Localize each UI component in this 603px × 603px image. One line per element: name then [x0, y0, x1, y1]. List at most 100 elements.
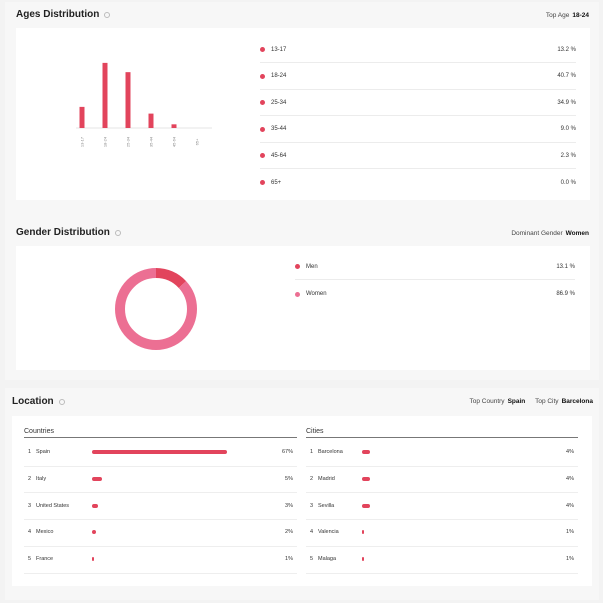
- top-city-value: Barcelona: [561, 398, 593, 405]
- age-bar-35-44[interactable]: [148, 113, 154, 128]
- age-bar-25-34[interactable]: [125, 72, 131, 128]
- location-row[interactable]: 2 Madrid 4%: [306, 467, 578, 494]
- row-name: France: [36, 556, 54, 563]
- row-percent: 1%: [566, 529, 574, 536]
- age-row: 13-17 13.2 %: [260, 37, 576, 63]
- row-bar: [362, 530, 364, 535]
- age-row-label: 18-24: [271, 73, 287, 79]
- row-rank: 3: [28, 502, 32, 509]
- info-icon[interactable]: [104, 11, 111, 18]
- gender-card: Men 13.1 % Women 86.9 %: [16, 246, 590, 370]
- legend-dot: [260, 47, 265, 52]
- ages-title-text: Ages Distribution: [16, 9, 100, 20]
- row-percent: 2%: [285, 529, 293, 536]
- row-bar: [362, 450, 370, 454]
- age-row-label: 13-17: [271, 46, 287, 53]
- top-city-label: Top City: [535, 398, 559, 405]
- ages-bar-chart: 13-17 18-24 25-34 35-44 45-64 65+: [76, 62, 212, 147]
- row-percent: 1%: [285, 556, 293, 563]
- location-row[interactable]: 2 Italy 5%: [24, 467, 297, 494]
- gender-row: Women 86.9 %: [295, 281, 575, 307]
- age-tick-label: 45-64: [172, 136, 177, 147]
- row-percent: 3%: [285, 502, 293, 509]
- age-bar-13-17[interactable]: [79, 106, 85, 128]
- age-row: 25-34 34.9 %: [260, 90, 576, 116]
- row-rank: 3: [310, 502, 314, 509]
- info-icon[interactable]: [58, 398, 65, 405]
- row-name: Mexico: [36, 529, 54, 536]
- gender-row: Men 13.1 %: [295, 254, 575, 280]
- row-bar: [362, 557, 364, 562]
- age-tick-label: 65+: [195, 138, 200, 145]
- age-row-label: 35-44: [271, 126, 287, 132]
- row-percent: 4%: [566, 475, 574, 482]
- location-row[interactable]: 4 Mexico 2%: [24, 520, 297, 547]
- gender-slice-women[interactable]: [115, 268, 197, 350]
- age-tick-label: 25-34: [126, 136, 131, 147]
- countries-heading: Countries: [24, 428, 297, 438]
- location-card: Countries Cities 1 Spain 67% 2 Italy 5% 3 Unite…: [12, 416, 592, 586]
- location-row[interactable]: 5 Malaga 1%: [306, 547, 578, 574]
- row-rank: 5: [310, 556, 314, 563]
- age-tick-label: 18-24: [103, 136, 108, 147]
- location-row[interactable]: 1 Spain 67%: [24, 440, 297, 467]
- legend-dot: [260, 126, 265, 132]
- age-row-value: 34.9 %: [557, 99, 576, 106]
- age-row: 35-44 9.0 %: [260, 117, 576, 143]
- row-percent: 4%: [566, 502, 574, 509]
- gender-title-text: Gender Distribution: [16, 227, 110, 238]
- dominant-gender: Dominant Gender Women: [511, 230, 589, 237]
- age-row: 45-64 2.3 %: [260, 143, 576, 169]
- row-name: Malaga: [318, 556, 337, 563]
- row-name: Sevilla: [318, 502, 335, 509]
- top-age-label: Top Age: [545, 12, 570, 19]
- row-rank: 1: [310, 449, 314, 455]
- age-row-label: 25-34: [271, 99, 287, 106]
- row-bar: [92, 530, 97, 535]
- age-row-value: 40.7 %: [557, 73, 576, 79]
- location-row[interactable]: 1 Barcelona 4%: [306, 440, 578, 467]
- age-row-value: 9.0 %: [560, 126, 576, 132]
- location-title: Location: [12, 396, 65, 407]
- legend-dot: [260, 180, 265, 185]
- legend-dot: [295, 291, 300, 297]
- age-tick-label: 13-17: [80, 136, 85, 147]
- location-row[interactable]: 4 Valencia 1%: [306, 520, 578, 547]
- ages-title: Ages Distribution: [16, 9, 111, 20]
- info-icon[interactable]: [114, 229, 121, 236]
- legend-dot: [295, 264, 300, 269]
- row-percent: 67%: [281, 449, 293, 455]
- top-location: Top Country Spain Top City Barcelona: [470, 398, 593, 405]
- age-bar-18-24[interactable]: [102, 62, 108, 128]
- row-bar: [92, 450, 227, 454]
- row-rank: 4: [28, 529, 32, 536]
- row-percent: 1%: [566, 556, 574, 563]
- row-name: Valencia: [318, 529, 339, 536]
- gender-row-label: Men: [306, 263, 318, 270]
- row-name: Italy: [36, 475, 47, 482]
- row-percent: 4%: [566, 449, 574, 455]
- age-tick-label: 35-44: [149, 136, 154, 147]
- row-name: Spain: [36, 449, 51, 455]
- top-age-value: 18-24: [572, 12, 589, 19]
- dominant-gender-value: Women: [565, 230, 589, 237]
- age-bar-45-64[interactable]: [171, 124, 177, 128]
- legend-dot: [260, 100, 265, 105]
- gender-title: Gender Distribution: [16, 227, 121, 238]
- row-bar: [92, 476, 103, 481]
- cities-heading: Cities: [306, 428, 578, 438]
- age-row-value: 2.3 %: [560, 152, 576, 159]
- location-row[interactable]: 5 France 1%: [24, 547, 297, 574]
- row-bar: [92, 503, 99, 508]
- top-age: Top Age 18-24: [546, 12, 589, 19]
- location-row[interactable]: 3 Sevilla 4%: [306, 494, 578, 521]
- location-row[interactable]: 3 United States 3%: [24, 494, 297, 521]
- age-row-value: 0.0 %: [560, 179, 576, 186]
- ages-card: 13-17 18-24 25-34 35-44 45-64 65+ 13-17 13.2 %…: [16, 28, 590, 200]
- row-rank: 2: [310, 475, 314, 482]
- row-name: Madrid: [318, 475, 335, 482]
- row-rank: 2: [28, 475, 32, 482]
- age-row-label: 65+: [271, 179, 282, 186]
- age-row: 18-24 40.7 %: [260, 64, 576, 90]
- gender-donut-chart: [115, 268, 197, 350]
